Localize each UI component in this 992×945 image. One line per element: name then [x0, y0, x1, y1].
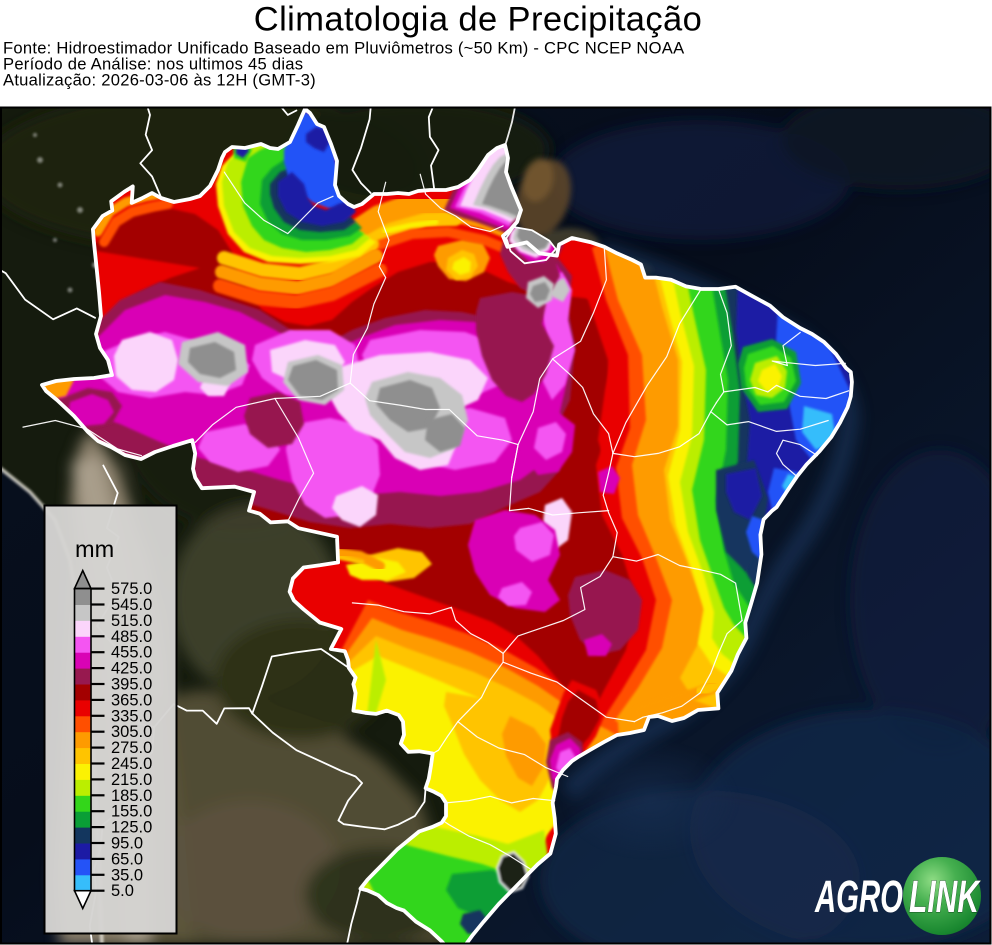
- svg-text:515.0: 515.0: [111, 612, 152, 630]
- svg-text:575.0: 575.0: [111, 580, 152, 598]
- svg-text:35.0: 35.0: [111, 866, 143, 884]
- svg-text:155.0: 155.0: [111, 803, 152, 821]
- svg-text:Atualização: 2026-03-06 às 12H: Atualização: 2026-03-06 às 12H (GMT-3): [3, 71, 316, 90]
- svg-text:AGRO: AGRO: [814, 871, 903, 922]
- svg-text:455.0: 455.0: [111, 644, 152, 662]
- svg-text:185.0: 185.0: [111, 787, 152, 805]
- svg-text:5.0: 5.0: [111, 882, 134, 900]
- svg-text:365.0: 365.0: [111, 691, 152, 709]
- svg-text:245.0: 245.0: [111, 755, 152, 773]
- svg-text:275.0: 275.0: [111, 739, 152, 757]
- svg-text:395.0: 395.0: [111, 676, 152, 694]
- svg-text:Fonte: Hidroestimador Unificad: Fonte: Hidroestimador Unificado Baseado …: [3, 39, 685, 58]
- svg-text:65.0: 65.0: [111, 850, 143, 868]
- svg-text:95.0: 95.0: [111, 835, 143, 853]
- svg-text:305.0: 305.0: [111, 723, 152, 741]
- svg-text:485.0: 485.0: [111, 628, 152, 646]
- svg-text:215.0: 215.0: [111, 771, 152, 789]
- svg-text:mm: mm: [75, 536, 114, 562]
- svg-text:125.0: 125.0: [111, 819, 152, 837]
- svg-text:425.0: 425.0: [111, 660, 152, 678]
- svg-text:LINK: LINK: [909, 871, 981, 922]
- svg-text:545.0: 545.0: [111, 596, 152, 614]
- svg-text:335.0: 335.0: [111, 707, 152, 725]
- svg-text:Período de Análise: nos ultimo: Período de Análise: nos ultimos 45 dias: [3, 55, 303, 74]
- svg-text:Climatologia de Precipitação: Climatologia de Precipitação: [254, 1, 702, 39]
